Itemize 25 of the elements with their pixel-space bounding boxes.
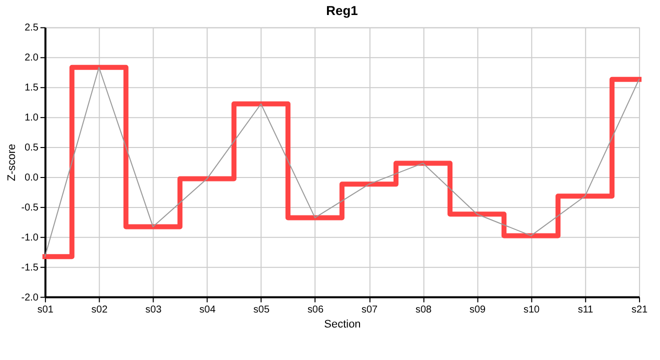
x-tick-label: s04 [199, 304, 216, 316]
x-tick-label: s02 [91, 304, 108, 316]
x-tick-label: s09 [469, 304, 486, 316]
x-tick-label: s10 [523, 304, 540, 316]
x-axis-title: Section [324, 318, 361, 330]
x-tick-label: s07 [361, 304, 378, 316]
y-tick-label: 1.0 [24, 112, 39, 124]
y-tick-label: 1.5 [24, 82, 39, 94]
x-tick-label: s01 [37, 304, 54, 316]
x-tick-label: s11 [578, 304, 594, 316]
x-tick-label: s03 [145, 304, 162, 316]
y-tick-label: 2.5 [24, 22, 39, 34]
x-tick-label: s06 [307, 304, 324, 316]
y-tick-label: 0.5 [24, 142, 39, 154]
y-tick-label: -0.5 [21, 202, 39, 214]
chart-title: Reg1 [326, 3, 358, 18]
y-tick-label: 0.0 [24, 172, 39, 184]
x-tick-label: s21 [631, 304, 648, 316]
y-tick-label: -1.5 [21, 262, 39, 274]
y-tick-label: -1.0 [21, 232, 39, 244]
x-tick-label: s08 [415, 304, 432, 316]
y-tick-label: 2.0 [24, 52, 39, 64]
y-tick-label: -2.0 [21, 292, 39, 304]
y-axis-title: Z-score [6, 144, 18, 182]
x-tick-label: s05 [253, 304, 270, 316]
